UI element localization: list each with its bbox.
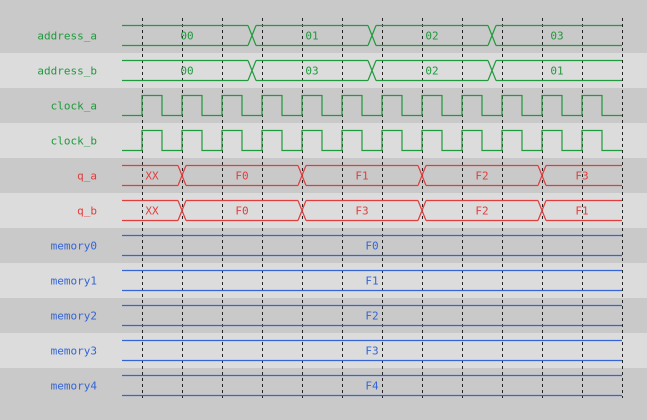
signal-q_a: q_a XX F0 F1 F2 F3 [77,164,622,187]
signal-memory1: memory1 F1 [51,269,622,292]
bus-value: F3 [355,205,368,218]
row-band [0,53,647,88]
bus-segment [122,374,622,397]
bus-value: 00 [180,30,193,43]
signal-label: memory1 [51,275,97,288]
bus-segment [186,164,307,187]
bus-value: XX [145,170,159,183]
bus-value: 01 [305,30,318,43]
bus-segment [122,59,257,82]
signal-label: clock_a [51,100,97,113]
row-band [0,298,647,333]
signal-label: q_a [77,170,97,183]
row-band [0,368,647,420]
signal-q_b: q_b XX F0 F3 F2 F1 [77,199,622,222]
bus-segment [122,339,622,362]
bus-segment [426,199,547,222]
signal-label: address_a [37,30,97,43]
bus-value: F1 [575,205,588,218]
bus-value: 03 [305,65,318,78]
bus-value: F2 [475,170,488,183]
signal-address_b: address_b 00 03 02 01 [37,59,622,82]
row-band [0,228,647,263]
clock-waveform [122,129,622,152]
bus-segment [122,304,622,327]
row-band [0,263,647,298]
clock-waveform [122,94,622,117]
bus-segment [122,199,187,222]
bus-value: 02 [425,65,438,78]
bus-segment [186,199,307,222]
signal-label: memory4 [51,380,98,393]
bus-value: F4 [365,380,379,393]
signal-label: memory2 [51,310,97,323]
bus-segment [496,24,622,47]
signal-clock_a: clock_a [51,94,622,117]
bus-value: 02 [425,30,438,43]
bus-value: F1 [365,275,378,288]
bus-value: 01 [550,65,563,78]
bus-segment [426,164,547,187]
bus-value: F0 [235,170,248,183]
signal-memory2: memory2 F2 [51,304,622,327]
bus-value: 03 [550,30,563,43]
bus-value: 00 [180,65,193,78]
bus-segment [376,59,497,82]
bus-segment [256,24,377,47]
bus-value: F3 [575,170,588,183]
signal-rows: address_a 00 01 02 03 address_b 00 03 02 01 clock_… [37,24,622,397]
bus-value: F1 [355,170,368,183]
bus-value: F2 [365,310,378,323]
bus-segment [256,59,377,82]
signal-memory0: memory0 F0 [51,234,622,257]
bus-value: F0 [365,240,378,253]
row-band [0,158,647,193]
row-band [0,88,647,123]
signal-memory3: memory3 F3 [51,339,622,362]
bus-segment [376,24,497,47]
bus-value: F3 [365,345,378,358]
bus-segment [122,24,257,47]
bus-segment [122,269,622,292]
bus-segment [496,59,622,82]
row-band [0,123,647,158]
row-band [0,0,647,53]
signal-label: clock_b [51,135,97,148]
bus-segment [546,164,622,187]
row-band [0,333,647,368]
signal-label: address_b [37,65,97,78]
bus-segment [306,199,427,222]
signal-label: q_b [77,205,97,218]
bus-segment [306,164,427,187]
row-band [0,193,647,228]
signal-label: memory3 [51,345,97,358]
signal-address_a: address_a 00 01 02 03 [37,24,622,47]
bus-value: F2 [475,205,488,218]
bus-value: XX [145,205,159,218]
bus-value: F0 [235,205,248,218]
signal-clock_b: clock_b [51,129,622,152]
signal-label: memory0 [51,240,97,253]
signal-memory4: memory4 F4 [51,374,622,397]
bus-segment [546,199,622,222]
bus-segment [122,234,622,257]
bus-segment [122,164,187,187]
